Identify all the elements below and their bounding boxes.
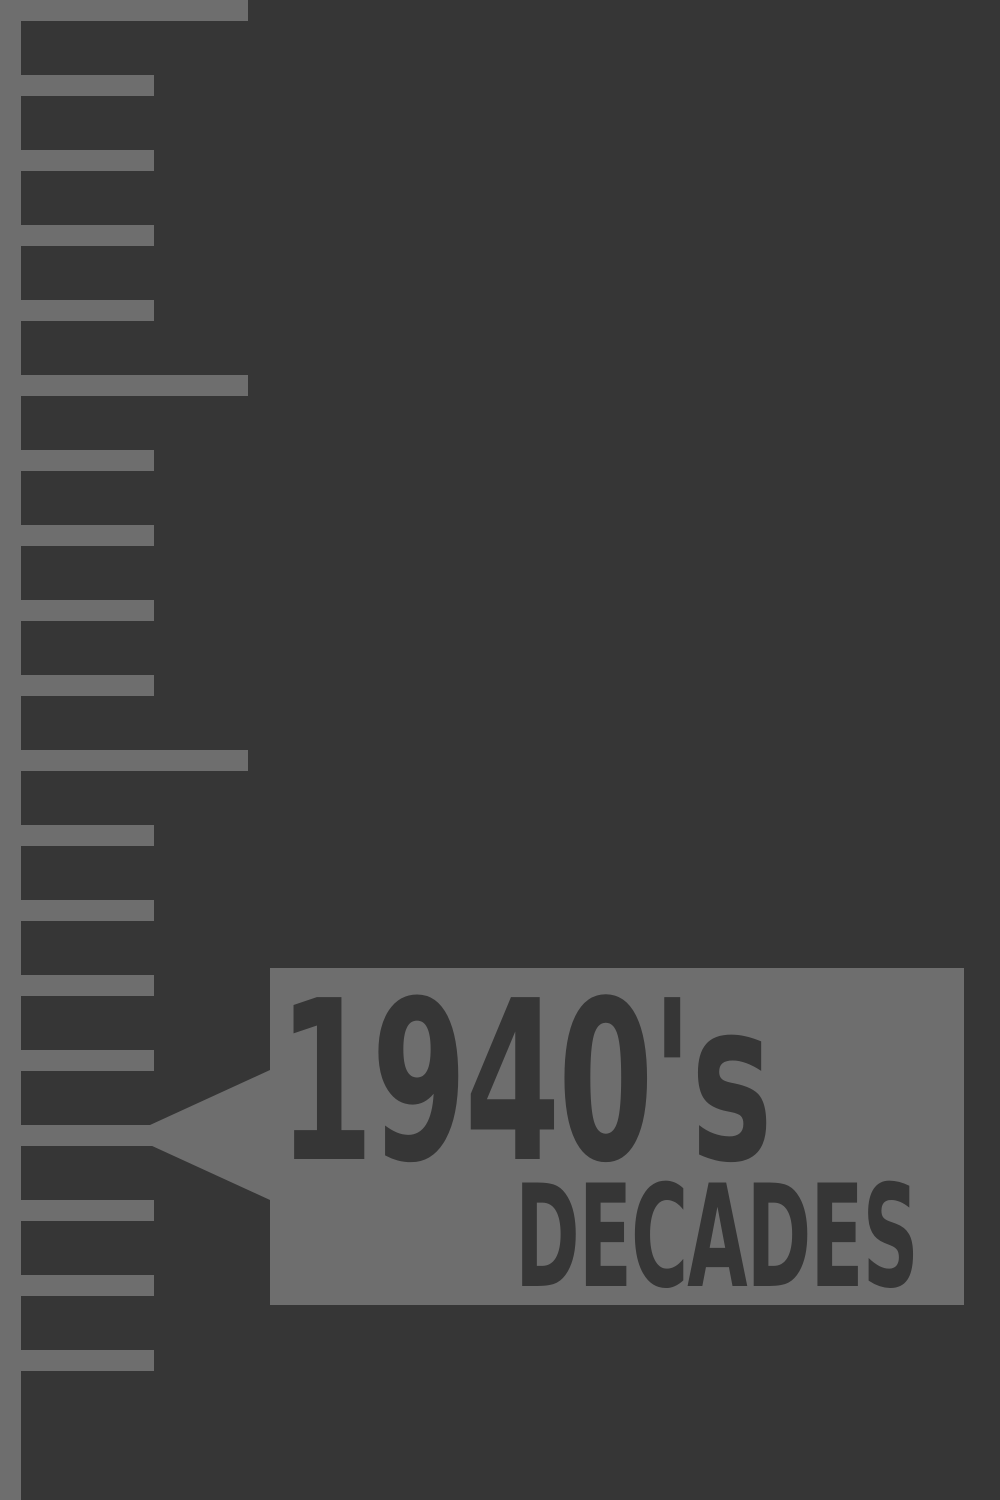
ruler-minor-tick: [0, 825, 154, 846]
ruler-minor-tick: [0, 675, 154, 696]
title-label: 1940's DECADES: [270, 968, 964, 1305]
ruler-minor-tick: [0, 1200, 154, 1221]
ruler-minor-tick: [0, 150, 154, 171]
ruler-minor-tick: [0, 1050, 154, 1071]
title-subtitle: DECADES: [515, 1155, 919, 1306]
ruler-minor-tick: [0, 1350, 154, 1371]
ruler-minor-tick: [0, 525, 154, 546]
ruler-minor-tick: [0, 450, 154, 471]
ruler-minor-tick: [0, 300, 154, 321]
ruler-minor-tick: [0, 600, 154, 621]
callout-arrow-shape: [150, 1070, 270, 1200]
ruler-minor-tick: [0, 1275, 154, 1296]
ruler-major-tick: [0, 750, 248, 771]
ruler-minor-tick: [0, 975, 154, 996]
ruler-minor-tick: [0, 900, 154, 921]
ruler-major-tick: [0, 0, 248, 21]
label-box: [270, 968, 964, 1305]
ruler-minor-tick: [0, 225, 154, 246]
ruler-major-tick: [0, 375, 248, 396]
ruler-minor-tick: [0, 75, 154, 96]
